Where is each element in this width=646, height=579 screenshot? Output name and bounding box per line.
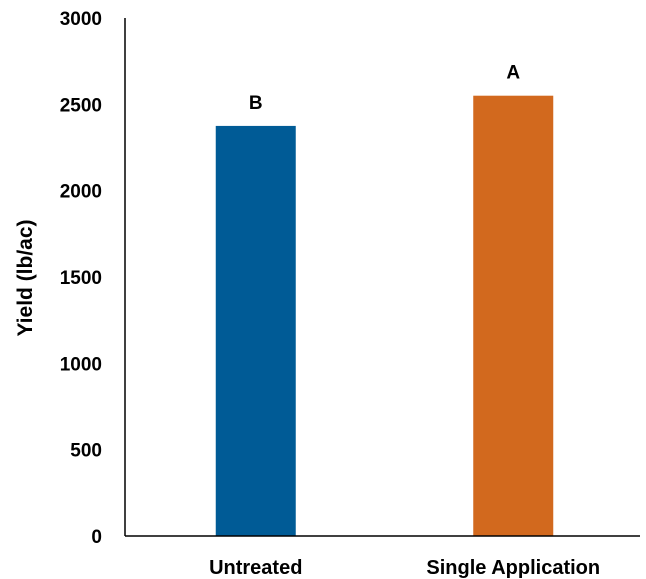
y-tick-label: 2000 xyxy=(60,182,102,203)
x-category-label: Single Application xyxy=(426,557,600,579)
y-tick-label: 2500 xyxy=(60,95,102,116)
bar-data-label: A xyxy=(506,63,520,84)
x-axis-category-labels: Untreated Single Application xyxy=(209,557,600,579)
y-tick-label: 1500 xyxy=(60,268,102,289)
y-axis-ticks: 0 500 1000 1500 2000 2500 3000 xyxy=(60,9,102,548)
y-tick-label: 1000 xyxy=(60,354,102,375)
bar-untreated xyxy=(215,125,296,537)
bars xyxy=(215,95,554,537)
y-tick-label: 0 xyxy=(91,527,102,548)
bar-single-application xyxy=(473,95,554,536)
y-tick-label: 3000 xyxy=(60,9,102,30)
x-category-label: Untreated xyxy=(209,557,302,579)
y-axis-title: Yield (lb/ac) xyxy=(14,219,37,336)
y-tick-label: 500 xyxy=(70,441,102,462)
bar-data-label: B xyxy=(249,93,263,114)
data-labels: BA xyxy=(249,63,521,114)
